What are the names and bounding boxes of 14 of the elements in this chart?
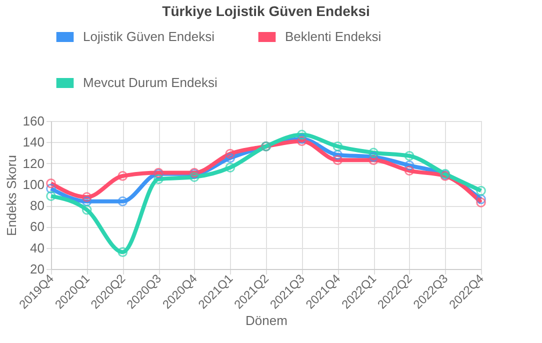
legend-label: Beklenti Endeksi	[285, 29, 382, 44]
legend-label: Mevcut Durum Endeksi	[83, 75, 218, 90]
y-tick-label: 20	[30, 262, 44, 276]
y-tick-label: 120	[22, 156, 44, 171]
y-tick-label: 160	[22, 114, 44, 128]
chart-title: Türkiye Lojistik Güven Endeksi	[162, 3, 370, 19]
x-axis-title: Dönem	[246, 312, 288, 328]
y-tick-label: 80	[30, 198, 44, 214]
legend-label: Lojistik Güven Endeksi	[83, 29, 215, 44]
y-tick-label: 40	[30, 240, 44, 256]
y-tick-label: 60	[30, 219, 44, 234]
y-tick-label: 140	[22, 134, 44, 150]
y-axis-title: Endeks Skoru	[4, 155, 19, 236]
y-tick-label: 100	[22, 176, 44, 192]
